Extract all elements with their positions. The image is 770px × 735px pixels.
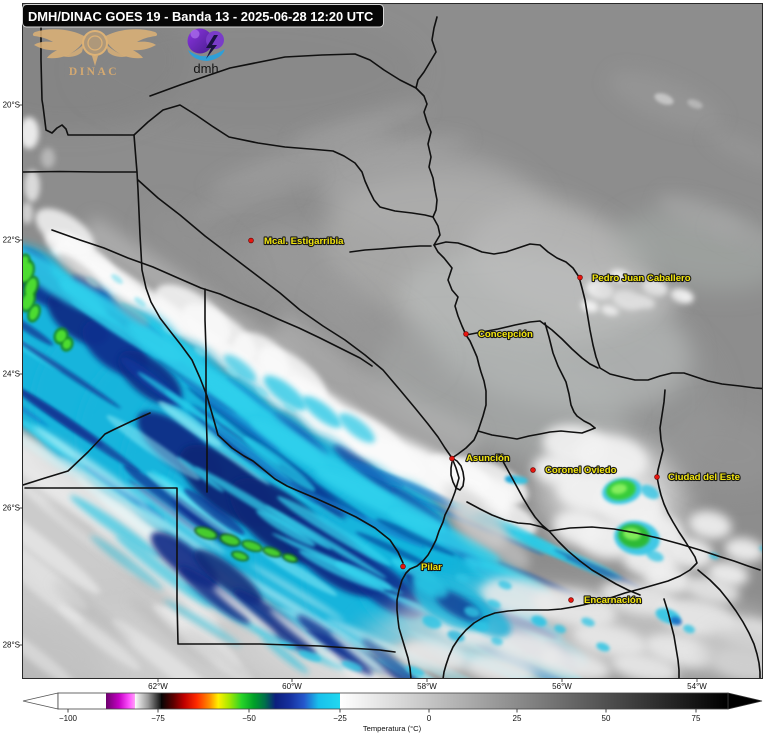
svg-text:Coronel Oviedo: Coronel Oviedo [545, 465, 617, 476]
svg-text:Encarnación: Encarnación [584, 595, 642, 606]
svg-text:dmh: dmh [193, 61, 218, 76]
svg-text:26°S: 26°S [3, 504, 20, 513]
svg-text:Concepción: Concepción [478, 329, 533, 340]
svg-text:0: 0 [427, 714, 432, 723]
svg-text:22°S: 22°S [3, 236, 20, 245]
svg-text:−25: −25 [333, 714, 347, 723]
svg-text:75: 75 [692, 714, 701, 723]
svg-text:DINAC: DINAC [69, 66, 119, 78]
svg-text:25: 25 [513, 714, 522, 723]
svg-text:Pilar: Pilar [421, 562, 442, 573]
svg-text:−75: −75 [151, 714, 165, 723]
svg-text:−100: −100 [59, 714, 78, 723]
svg-text:58°W: 58°W [417, 682, 437, 691]
svg-text:Temperatura (°C): Temperatura (°C) [363, 724, 422, 733]
svg-text:28°S: 28°S [3, 641, 20, 650]
svg-text:Pedro Juan Caballero: Pedro Juan Caballero [592, 273, 691, 284]
svg-text:DMH/DINAC GOES 19 - Banda 13 -: DMH/DINAC GOES 19 - Banda 13 - 2025-06-2… [28, 9, 373, 24]
svg-text:Ciudad del Este: Ciudad del Este [668, 472, 740, 483]
svg-text:24°S: 24°S [3, 370, 20, 379]
svg-text:56°W: 56°W [552, 682, 572, 691]
svg-text:20°S: 20°S [3, 101, 20, 110]
svg-text:60°W: 60°W [282, 682, 302, 691]
svg-text:62°W: 62°W [148, 682, 168, 691]
svg-text:Mcal. Estigarribia: Mcal. Estigarribia [264, 236, 344, 247]
svg-text:−50: −50 [242, 714, 256, 723]
svg-text:50: 50 [602, 714, 611, 723]
svg-text:54°W: 54°W [687, 682, 707, 691]
svg-text:Asunción: Asunción [466, 453, 510, 464]
